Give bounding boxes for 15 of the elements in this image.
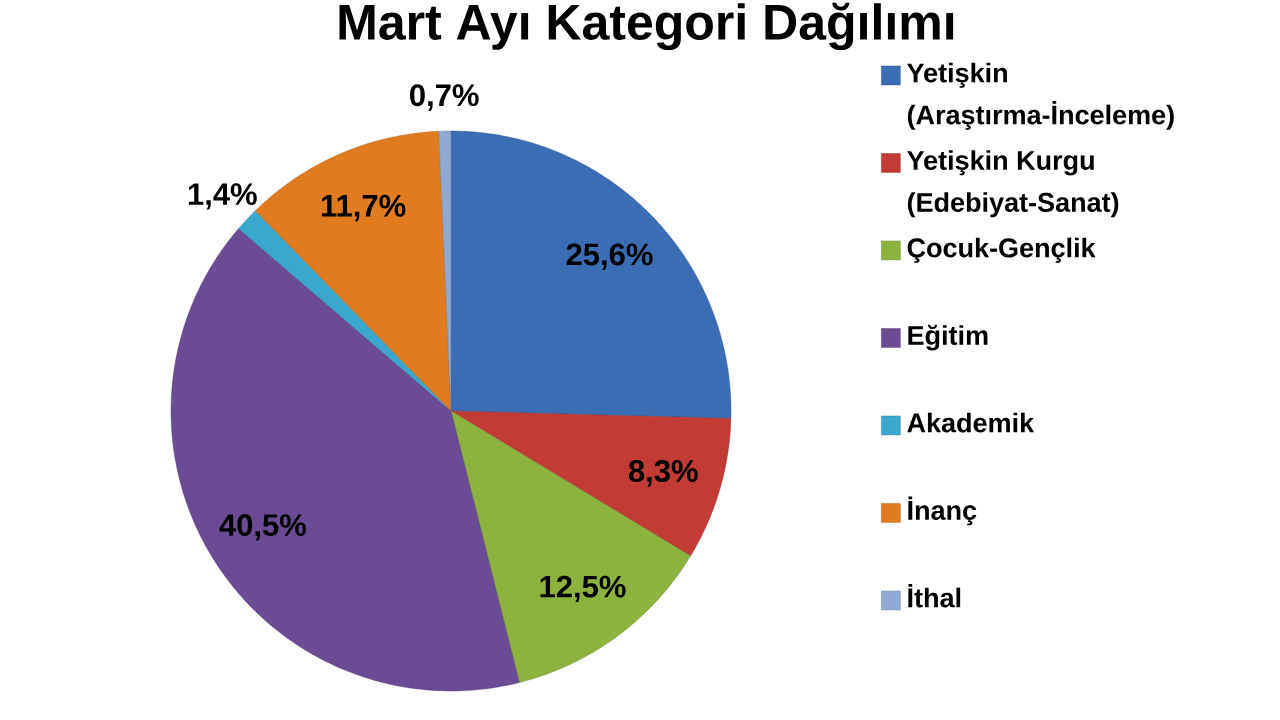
- legend-label: Yetişkin Kurgu (Edebiyat-Sanat): [907, 150, 1119, 218]
- legend-label: Eğitim: [908, 324, 988, 351]
- legend-label: İthal: [908, 584, 961, 608]
- data-label: 12,5%: [540, 575, 626, 603]
- legend-label: Çocuk-Gençlik: [907, 237, 1096, 263]
- data-label: 25,6%: [566, 243, 653, 270]
- data-label: 8,3%: [628, 460, 698, 487]
- legend-label: Yetişkin (Araştırma-İnceleme): [907, 62, 1174, 130]
- legend-label: İnanç: [908, 496, 977, 526]
- data-label: 11,7%: [321, 194, 406, 222]
- legend-label: Akademik: [907, 412, 1035, 433]
- data-label: 1,4%: [188, 183, 257, 210]
- chart-title: Mart Ayı Kategori Dağılımı: [339, 2, 954, 51]
- data-label: 40,5%: [219, 514, 306, 541]
- data-label: 0,7%: [410, 84, 479, 111]
